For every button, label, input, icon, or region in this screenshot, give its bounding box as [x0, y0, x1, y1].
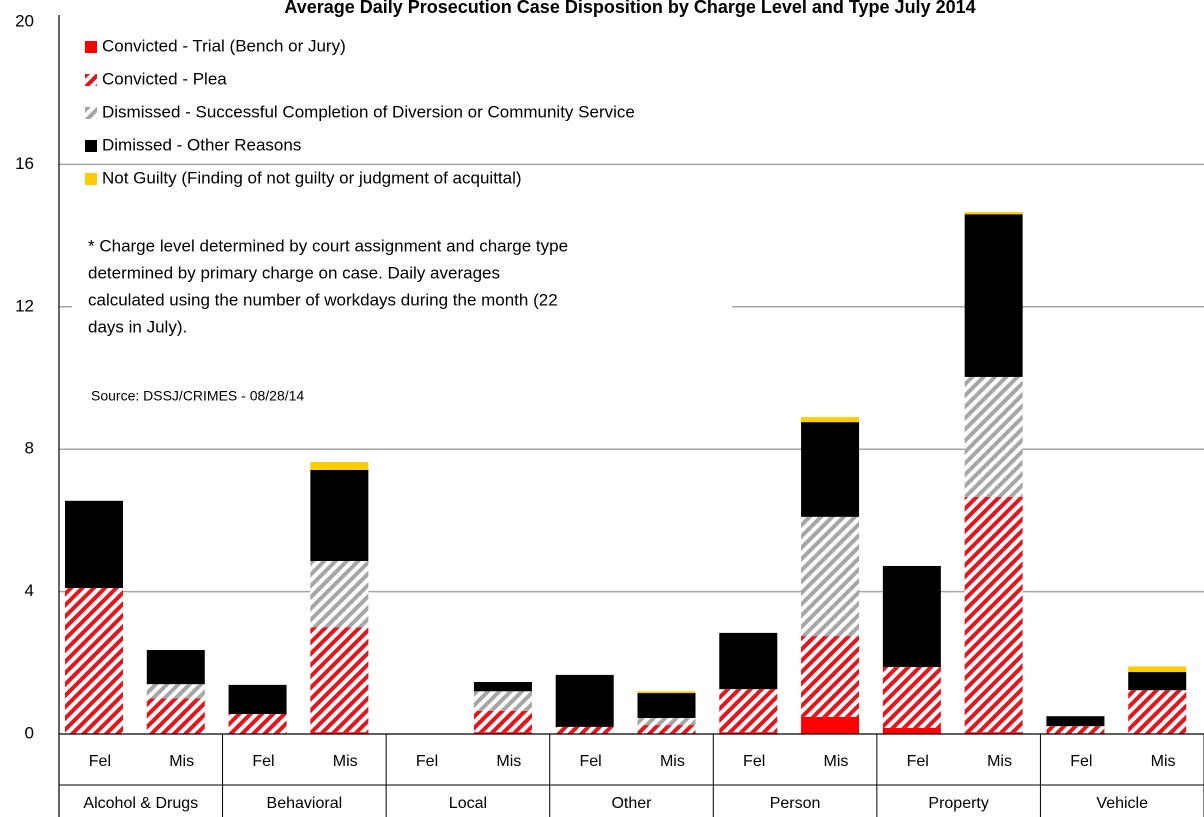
legend-swatch — [85, 41, 97, 53]
bar-segment — [1046, 716, 1105, 727]
x-tick-label: Mis — [660, 753, 685, 770]
y-tick-label: 20 — [15, 11, 34, 30]
bar-segment — [310, 627, 369, 733]
y-tick-label: 4 — [25, 581, 34, 600]
bar-segment — [964, 376, 1023, 497]
bar-segment — [65, 500, 123, 589]
bar-segment — [146, 649, 205, 685]
legend-label: Convicted - Plea — [102, 69, 227, 88]
bar-segment — [1128, 690, 1187, 734]
bar-segment — [146, 684, 205, 699]
legend-swatch — [85, 140, 97, 152]
x-tick-label: Fel — [89, 753, 111, 770]
bar-segment — [637, 725, 696, 734]
bar-segment — [228, 714, 287, 734]
x-tick-label: Mis — [987, 753, 1012, 770]
bar-segment — [637, 693, 696, 718]
bar-segment — [65, 588, 123, 734]
group-label: Other — [611, 795, 652, 812]
bar-segment — [964, 732, 1023, 734]
bar-segment — [473, 732, 532, 734]
x-tick-label: Fel — [416, 753, 438, 770]
x-tick-label: Fel — [907, 753, 929, 770]
note-line: determined by primary charge on case. Da… — [88, 263, 500, 282]
bar-segment — [964, 496, 1023, 733]
y-tick-label: 12 — [15, 296, 34, 315]
bar-segment — [1046, 726, 1105, 734]
bar-segment — [555, 726, 614, 734]
y-tick-label: 0 — [25, 723, 34, 742]
x-tick-label: Fel — [1070, 753, 1092, 770]
bar-segment — [719, 689, 778, 733]
bar-segment — [801, 716, 860, 734]
x-tick-label: Mis — [496, 753, 521, 770]
x-tick-label: Mis — [1151, 753, 1176, 770]
chart-title: Average Daily Prosecution Case Dispositi… — [284, 0, 975, 17]
x-tick-label: Fel — [579, 753, 601, 770]
bar-segment — [1128, 672, 1187, 691]
bar-segment — [637, 717, 696, 726]
bar-segment — [310, 469, 369, 561]
note-line: * Charge level determined by court assig… — [88, 236, 568, 255]
bar-segment — [964, 212, 1023, 215]
bar-segment — [801, 417, 860, 423]
bar-segment — [964, 214, 1023, 377]
source: Source: DSSJ/CRIMES - 08/28/14 — [91, 388, 304, 404]
bar-segment — [801, 636, 860, 717]
bar-segment — [473, 682, 532, 692]
note-line: days in July). — [88, 317, 187, 336]
note-box — [72, 229, 732, 345]
legend-label: Dismissed - Successful Completion of Div… — [102, 102, 635, 121]
bar-segment — [719, 632, 778, 690]
x-tick-label: Fel — [743, 753, 765, 770]
bar-segment — [882, 565, 941, 668]
bar-segment — [473, 691, 532, 711]
bar-segment — [310, 560, 369, 628]
group-label: Behavioral — [267, 795, 343, 812]
group-label: Person — [770, 795, 821, 812]
bar-segment — [719, 732, 778, 734]
bar-segment — [146, 698, 205, 734]
legend-label: Not Guilty (Finding of not guilty or jud… — [102, 168, 522, 187]
legend-label: Convicted - Trial (Bench or Jury) — [102, 36, 346, 55]
bar-segment — [801, 422, 860, 517]
group-label: Vehicle — [1096, 795, 1148, 812]
bar-segment — [228, 684, 287, 715]
group-label: Local — [449, 795, 487, 812]
bar-segment — [801, 516, 860, 637]
bar-segment — [882, 667, 941, 728]
legend-swatch — [85, 173, 97, 185]
note-line: calculated using the number of workdays … — [88, 290, 558, 309]
bar-segment — [882, 727, 941, 734]
legend-label: Dimissed - Other Reasons — [102, 135, 301, 154]
x-tick-label: Mis — [169, 753, 194, 770]
y-tick-label: 16 — [15, 154, 34, 173]
x-tick-label: Mis — [824, 753, 849, 770]
y-tick-label: 8 — [25, 439, 34, 458]
group-label: Property — [928, 795, 988, 812]
bar-segment — [473, 710, 532, 733]
legend-swatch — [85, 107, 97, 119]
bar-segment — [310, 462, 369, 470]
x-tick-label: Mis — [333, 753, 358, 770]
bar-segment — [555, 674, 614, 727]
bar-segment — [1128, 666, 1187, 673]
group-label: Alcohol & Drugs — [83, 795, 198, 812]
legend-swatch — [85, 74, 97, 86]
bar-segment — [310, 732, 369, 734]
x-tick-label: Fel — [252, 753, 274, 770]
bar-segment — [637, 691, 696, 694]
